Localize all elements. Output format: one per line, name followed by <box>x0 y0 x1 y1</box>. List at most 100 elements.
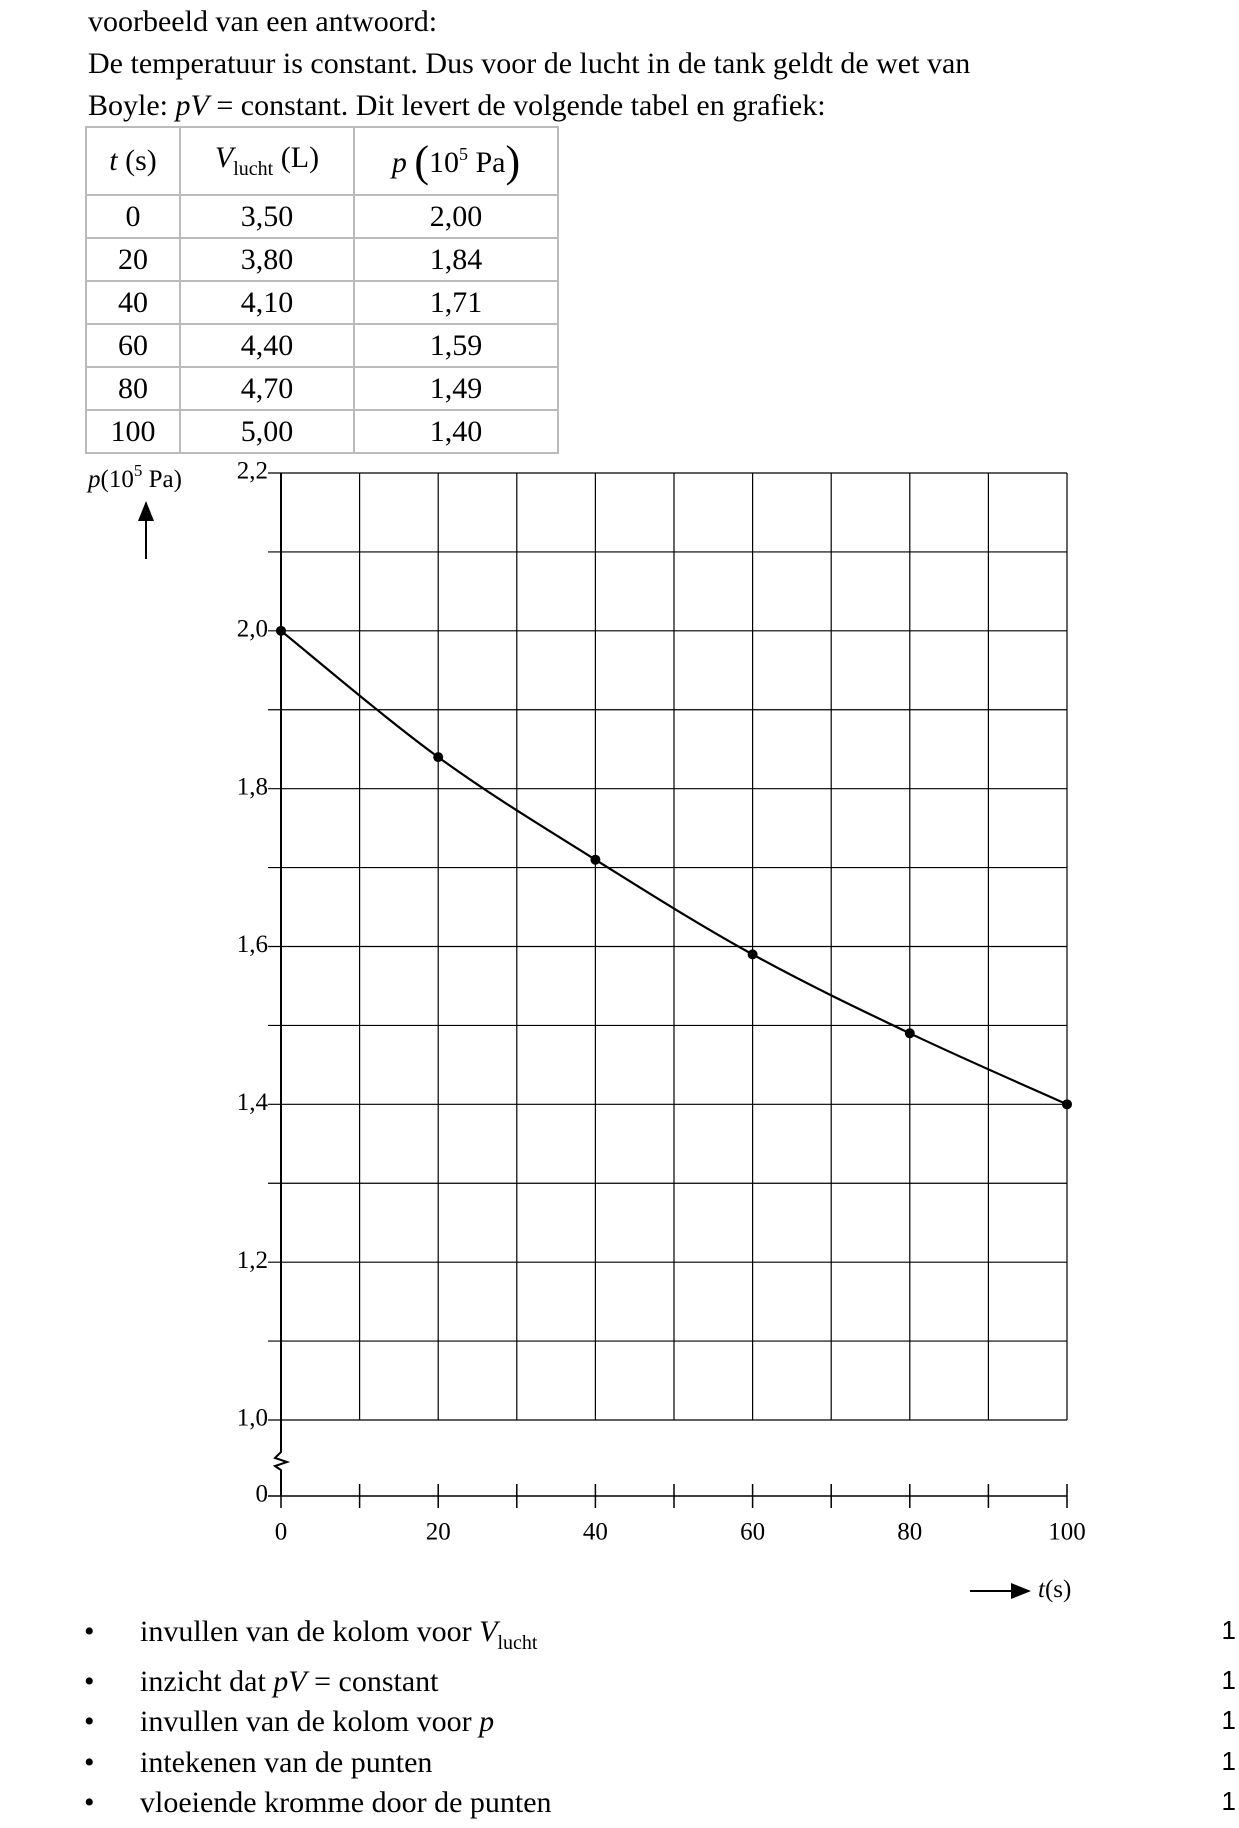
table-cell: 100 <box>85 409 181 454</box>
y-tick-label: 1,0 <box>237 1405 268 1432</box>
text-line: De temperatuur is constant. Dus voor de … <box>88 47 971 80</box>
criterion: • vloeiende kromme door de punten 1 <box>0 1786 1239 1822</box>
y-tick-label: 0 <box>256 1481 269 1508</box>
score: 1 <box>1221 1786 1236 1816</box>
data-point <box>433 752 444 763</box>
x-tick-label: 60 <box>740 1519 765 1546</box>
bullet: • <box>84 1786 95 1819</box>
unit: (s) <box>117 144 157 177</box>
unit: Pa) <box>142 466 182 493</box>
table-row: 0 3,50 2,00 <box>85 194 559 239</box>
unit: 10 <box>429 145 459 179</box>
text: vloeiende kromme door de punten <box>140 1786 552 1819</box>
criterion: • invullen van de kolom voor p 1 <box>0 1705 1239 1741</box>
paren: ) <box>505 136 521 186</box>
table-cell: 4,40 <box>179 323 355 368</box>
y-axis-label: p(105 Pa) <box>86 461 182 493</box>
table-cell: 0 <box>85 194 181 239</box>
unit: (s) <box>1045 1576 1071 1603</box>
header-cell: p (105 Pa) <box>353 126 559 196</box>
score: 1 <box>1221 1665 1236 1695</box>
y-tick-label: 2,0 <box>237 616 268 643</box>
symbol: V <box>479 1615 498 1648</box>
y-tick-label: 1,8 <box>237 773 268 800</box>
criterion-text: vloeiende kromme door de punten <box>140 1786 552 1820</box>
table-cell: 1,40 <box>353 409 559 454</box>
table-cell: 3,50 <box>179 194 355 239</box>
x-tick-label: 40 <box>583 1519 608 1546</box>
table-cell: 2,00 <box>353 194 559 239</box>
table-row: 20 3,80 1,84 <box>85 237 559 282</box>
data-point <box>747 949 758 960</box>
symbol: V <box>214 141 234 174</box>
text: intekenen van de punten <box>140 1746 433 1779</box>
unit: (10 <box>101 466 134 493</box>
table-cell: 1,71 <box>353 280 559 325</box>
table-cell: 1,84 <box>353 237 559 282</box>
text: invullen van de kolom voor <box>140 1705 480 1738</box>
bullet: • <box>84 1615 95 1648</box>
symbol: p <box>479 1705 495 1738</box>
exponent: 5 <box>134 461 143 480</box>
data-point <box>590 854 601 865</box>
text-line: Boyle: pV = constant. Dit levert de volg… <box>88 88 826 124</box>
table-cell: 4,10 <box>179 280 355 325</box>
text: invullen van de kolom voor <box>140 1615 480 1648</box>
x-axis-label: t(s) <box>1038 1576 1071 1603</box>
bullet: • <box>84 1705 95 1738</box>
text: inzicht dat <box>140 1665 274 1698</box>
unit: Pa <box>468 145 506 179</box>
table-row: 100 5,00 1,40 <box>85 409 559 454</box>
x-tick-label: 80 <box>897 1519 922 1546</box>
table-row: 60 4,40 1,59 <box>85 323 559 368</box>
criterion: • intekenen van de punten 1 <box>0 1746 1239 1782</box>
formula: pV <box>175 89 209 122</box>
table-cell: 3,80 <box>179 237 355 282</box>
x-tick-label: 0 <box>275 1519 288 1546</box>
criterion-text: inzicht dat pV = constant <box>140 1665 439 1699</box>
y-tick-label: 1,6 <box>237 931 268 958</box>
criterion: • invullen van de kolom voor Vlucht 1 <box>0 1615 1239 1654</box>
x-tick-label: 20 <box>426 1519 451 1546</box>
text: = constant <box>306 1665 439 1698</box>
bullet: • <box>84 1665 95 1698</box>
header-cell: Vlucht (L) <box>179 126 355 196</box>
table-cell: 1,59 <box>353 323 559 368</box>
table-cell: 60 <box>85 323 181 368</box>
table-cell: 20 <box>85 237 181 282</box>
table-cell: 80 <box>85 366 181 411</box>
subscript: lucht <box>497 1632 538 1654</box>
intro: voorbeeld van een antwoord: <box>88 5 438 38</box>
criterion-text: invullen van de kolom voor p <box>140 1705 494 1739</box>
curve <box>280 629 1068 1106</box>
table-cell: 1,49 <box>353 366 559 411</box>
y-axis <box>272 473 291 1496</box>
score: 1 <box>1221 1746 1236 1776</box>
criterion-text: intekenen van de punten <box>140 1746 432 1780</box>
table-cell: 5,00 <box>179 409 355 454</box>
data-point <box>276 625 286 636</box>
table-row: 40 4,10 1,71 <box>85 280 559 325</box>
header-cell: t (s) <box>85 126 181 196</box>
data-table: t (s) Vlucht (L) p (105 Pa) 0 3,50 2,00 20 3… <box>85 126 559 454</box>
symbol: t <box>109 144 118 177</box>
table-row: 80 4,70 1,49 <box>85 366 559 411</box>
criterion: • inzicht dat pV = constant 1 <box>0 1665 1239 1701</box>
symbol: pV <box>273 1665 307 1698</box>
exponent: 5 <box>459 143 468 164</box>
table-cell: 40 <box>85 280 181 325</box>
data-point <box>1062 1099 1072 1110</box>
paren: ( <box>414 136 429 186</box>
text: = constant. Dit levert de volgende tabel… <box>208 89 826 122</box>
y-tick-label: 2,2 <box>237 458 268 485</box>
symbol: p <box>86 466 101 493</box>
data-point <box>904 1028 915 1039</box>
y-tick-label: 1,2 <box>237 1247 268 1274</box>
score: 1 <box>1221 1705 1236 1735</box>
table-cell: 4,70 <box>179 366 355 411</box>
bullet: • <box>84 1746 95 1779</box>
symbol: t <box>1038 1576 1046 1603</box>
x-tick-label: 100 <box>1048 1519 1086 1546</box>
